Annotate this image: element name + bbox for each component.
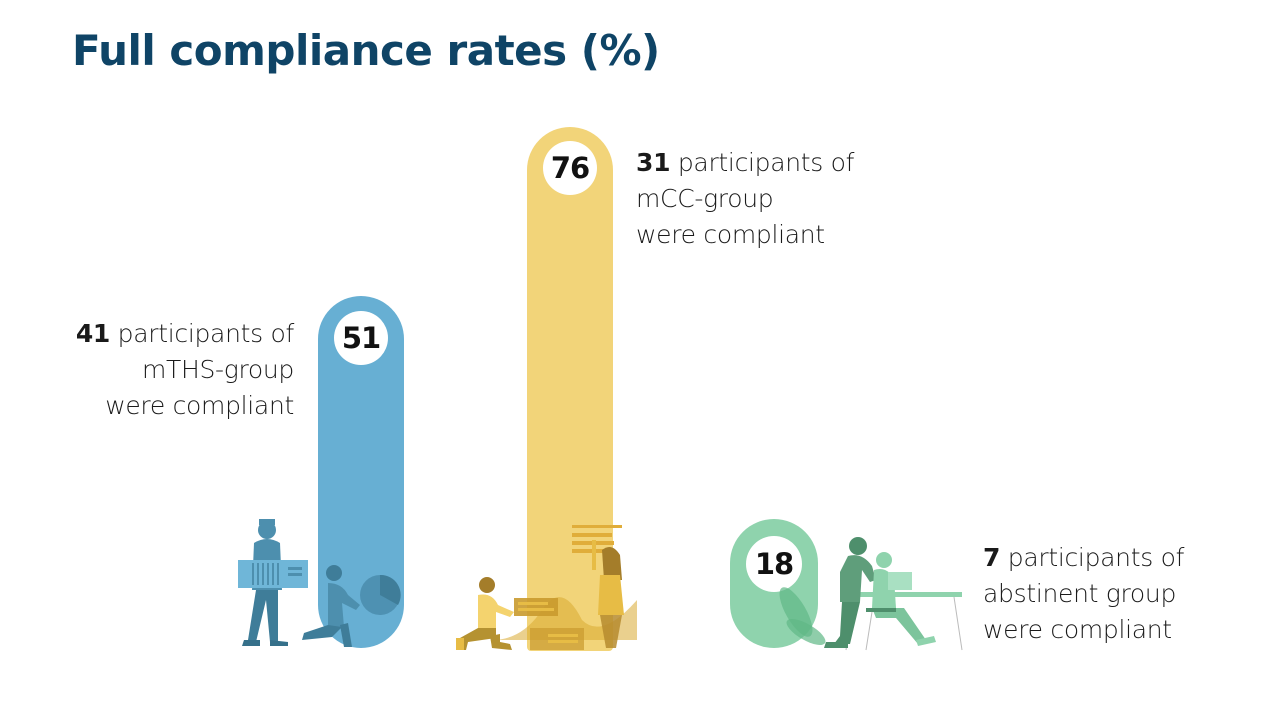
- rate-badge-mths: 51: [334, 311, 388, 365]
- count-abstinent: 7: [983, 543, 1001, 572]
- count-mcc: 31: [636, 148, 671, 177]
- rate-badge-abstinent: 18: [746, 536, 802, 592]
- rate-badge-mcc: 76: [543, 141, 597, 195]
- bar-mcc: 76: [527, 127, 613, 651]
- annotation-mcc: 31 participants of mCC-group were compli…: [636, 148, 855, 249]
- count-mths: 41: [75, 319, 111, 348]
- annotation-abstinent: 7 participants of abstinent group were c…: [983, 543, 1185, 644]
- illustration-people-with-documents-icon: [456, 525, 637, 650]
- illustration-people-carrying-boxes-icon: [238, 519, 401, 647]
- chart-title: Full compliance rates (%): [72, 26, 660, 75]
- illustration-people-at-desk-icon: [779, 537, 963, 651]
- annotation-mths: 41 participants of mTHS-group were compl…: [75, 319, 294, 420]
